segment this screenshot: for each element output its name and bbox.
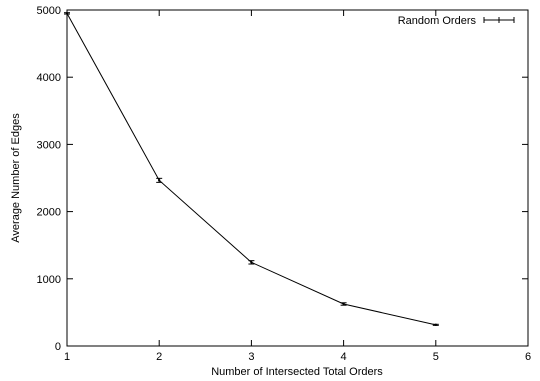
x-tick-label: 1 — [64, 351, 70, 363]
y-axis-label: Average Number of Edges — [10, 113, 22, 243]
data-point — [434, 323, 437, 327]
x-tick-label: 6 — [525, 351, 531, 363]
data-point — [250, 261, 253, 264]
series-line — [66, 13, 436, 326]
y-tick-label: 4000 — [37, 72, 61, 84]
y-tick-label: 0 — [55, 341, 61, 353]
legend: Random Orders — [398, 15, 515, 27]
legend-label: Random Orders — [398, 15, 477, 27]
series-layer — [64, 12, 439, 327]
y-tick-label: 3000 — [37, 139, 61, 151]
data-point — [158, 179, 161, 182]
x-axis-label: Number of Intersected Total Orders — [211, 366, 383, 378]
y-tick-label: 5000 — [37, 5, 61, 17]
x-tick-label: 3 — [248, 351, 254, 363]
plot-frame — [66, 9, 529, 347]
x-tick-label: 2 — [156, 351, 162, 363]
ticks-layer: 1 2 3 4 5 6 0 1000 2000 3000 4000 5000 — [37, 5, 532, 363]
x-tick-label: 4 — [341, 351, 347, 363]
data-point — [65, 12, 69, 15]
y-tick-label: 2000 — [37, 207, 61, 219]
data-point — [342, 302, 345, 306]
y-tick-label: 1000 — [37, 274, 61, 286]
x-tick-label: 5 — [433, 351, 439, 363]
